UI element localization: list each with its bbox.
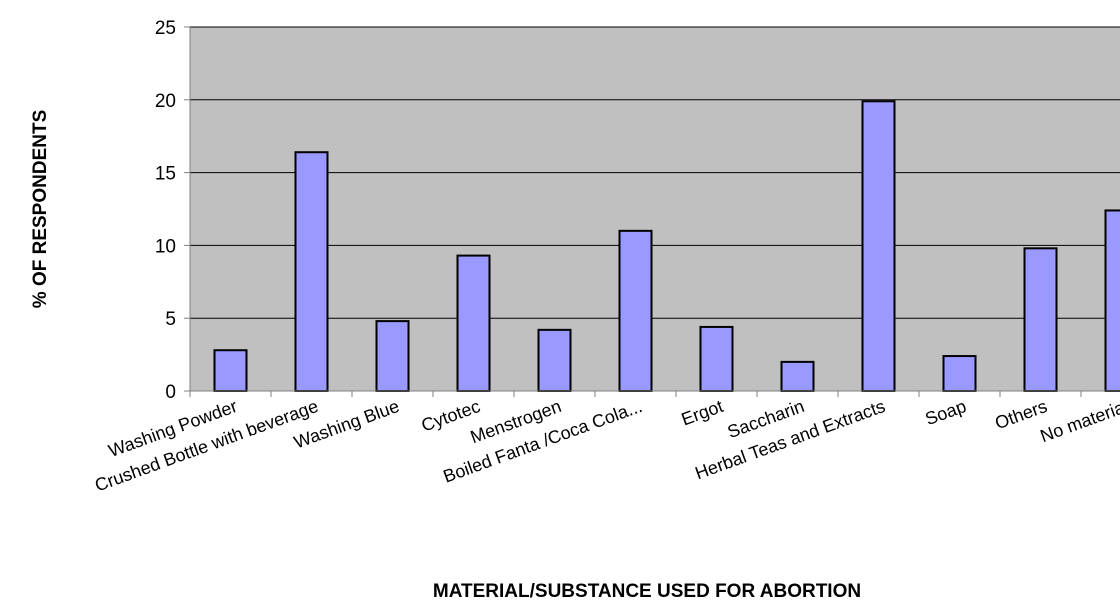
axes: [184, 26, 1120, 397]
bar: [861, 100, 896, 392]
bar: [537, 328, 572, 392]
y-tick-labels: 0 5 10 15 20 25: [155, 18, 176, 403]
x-axis-title: MATERIAL/SUBSTANCE USED FOR ABORTION: [433, 581, 861, 602]
bar: [375, 320, 410, 392]
bar: [213, 349, 248, 392]
bar: [942, 355, 977, 392]
y-tick-label: 15: [155, 164, 176, 185]
x-tick-label: No material: [1038, 396, 1120, 446]
bar: [780, 360, 815, 393]
bar-series: [213, 100, 1120, 393]
y-tick-label: 0: [165, 382, 176, 403]
y-tick-label: 10: [155, 236, 176, 257]
bar: [1023, 247, 1058, 392]
y-tick-label: 20: [155, 91, 176, 112]
bar: [699, 325, 734, 393]
plot-area: [190, 27, 1120, 391]
y-axis-title: % OF RESPONDENTS: [30, 110, 51, 308]
bar: [1104, 209, 1120, 392]
bar: [456, 254, 491, 392]
y-tick-label: 5: [165, 309, 176, 330]
y-tick-label: 25: [155, 18, 176, 39]
gridlines: [190, 26, 1120, 319]
x-tick-label: Soap: [923, 396, 969, 429]
bar: [294, 151, 329, 392]
x-tick-label: Ergot: [679, 396, 726, 430]
bar: [618, 229, 653, 392]
